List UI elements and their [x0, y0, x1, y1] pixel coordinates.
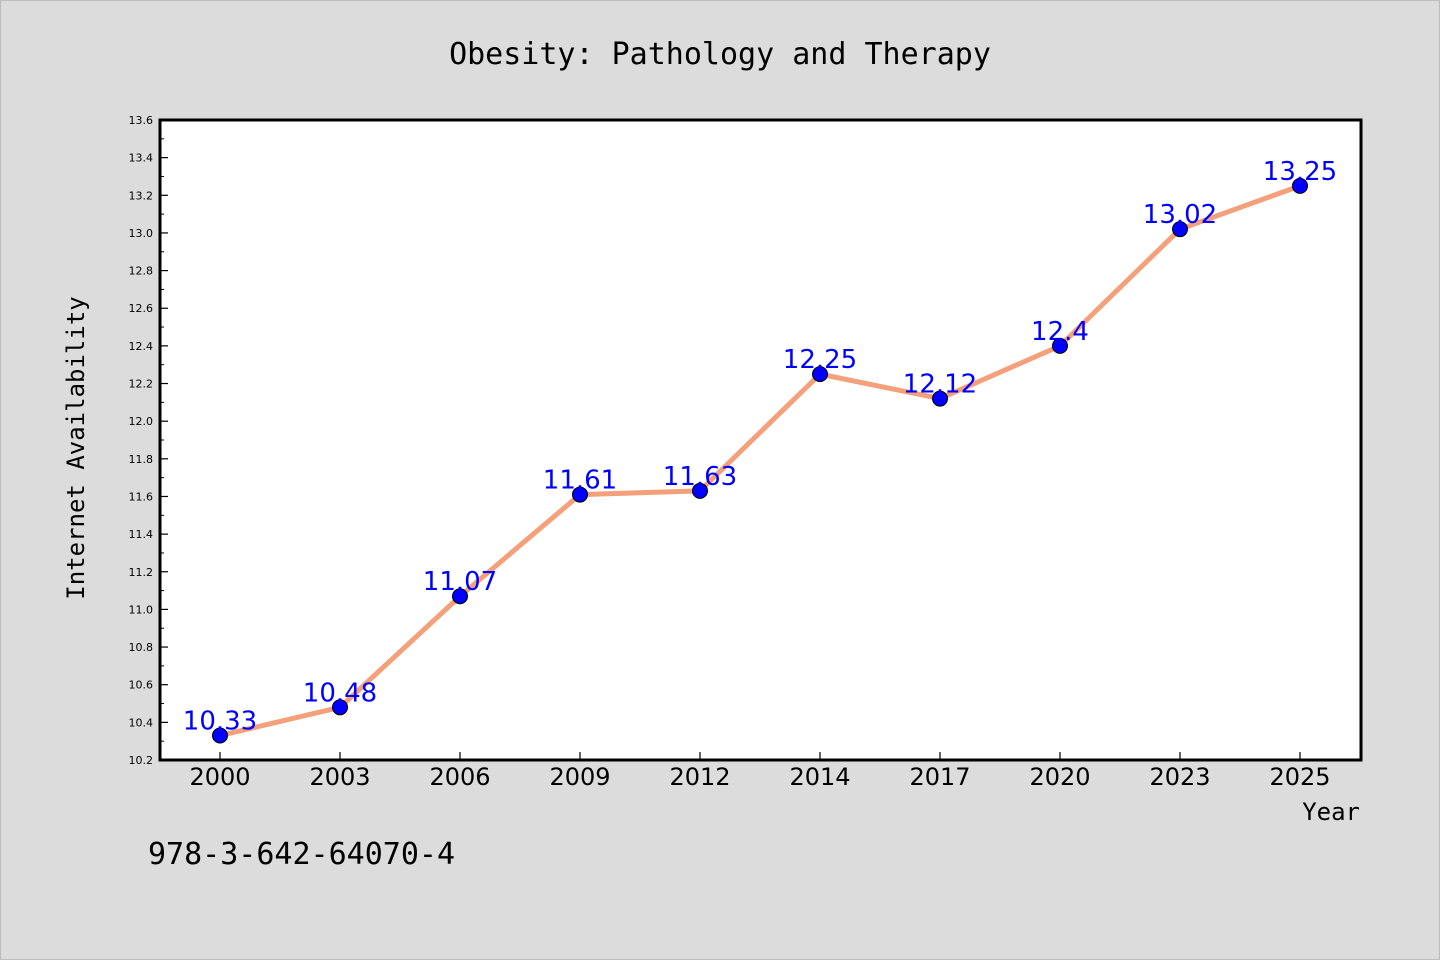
- data-point: [452, 588, 468, 605]
- y-tick-label: 12.4: [129, 340, 154, 353]
- y-tick-label: 13.0: [129, 227, 154, 240]
- y-tick-label: 12.6: [129, 302, 154, 315]
- y-tick-label: 10.2: [129, 754, 154, 767]
- x-tick-label: 2003: [309, 763, 370, 791]
- y-tick-label: 10.6: [129, 679, 154, 692]
- y-tick-label: 13.4: [129, 152, 154, 165]
- data-label: 12.4: [1031, 317, 1089, 347]
- data-point: [332, 699, 348, 716]
- x-tick-label: 2023: [1149, 763, 1210, 791]
- y-tick-label: 11.0: [129, 603, 154, 616]
- y-tick-label: 11.2: [129, 566, 154, 579]
- x-tick-label: 2006: [429, 763, 490, 791]
- data-label: 10.48: [303, 678, 377, 708]
- x-tick-label: 2014: [789, 763, 850, 791]
- y-tick-label: 11.6: [129, 490, 154, 503]
- series-line: [217, 183, 1303, 739]
- y-tick-label: 13.2: [129, 189, 154, 202]
- data-point: [812, 366, 828, 383]
- isbn-text: 978-3-642-64070-4: [148, 837, 455, 872]
- x-tick-label: 2000: [189, 763, 250, 791]
- x-tick-label: 2020: [1029, 763, 1090, 791]
- y-tick-label: 11.4: [129, 528, 154, 541]
- y-tick-label: 12.8: [129, 265, 154, 278]
- data-point: [1172, 221, 1188, 238]
- data-label: 10.33: [183, 707, 257, 737]
- data-point: [1292, 177, 1308, 194]
- y-tick-label: 10.8: [129, 641, 154, 654]
- data-point: [1052, 337, 1068, 354]
- x-axis-label: Year: [1302, 798, 1360, 826]
- y-axis-label: Internet Availability: [62, 296, 90, 599]
- plot-area: [160, 120, 1361, 760]
- data-label: 11.63: [663, 462, 737, 492]
- data-point: [932, 390, 948, 407]
- data-labels: 10.33 10.48 11.07 11.61 11.63 12.25 12.12 12.4 1…: [183, 157, 1337, 737]
- y-tick-label: 11.8: [129, 453, 154, 466]
- chart-title: Obesity: Pathology and Therapy: [449, 37, 991, 72]
- data-point: [692, 482, 708, 499]
- x-axis: 2000 2003 2006 2009 2012 2014 2017 2020 2023 2025: [189, 752, 1331, 791]
- data-label: 11.61: [543, 466, 617, 496]
- y-tick-label: 10.4: [129, 716, 154, 729]
- x-tick-label: 2025: [1269, 763, 1330, 791]
- plot-border: [158, 118, 1363, 762]
- data-label: 13.25: [1263, 157, 1337, 187]
- data-label: 12.12: [903, 370, 977, 400]
- data-point: [212, 727, 228, 744]
- data-series: [212, 177, 1308, 744]
- x-tick-label: 2012: [669, 763, 730, 791]
- x-tick-label: 2009: [549, 763, 610, 791]
- data-label: 13.02: [1143, 200, 1217, 230]
- x-tick-label: 2017: [909, 763, 970, 791]
- data-label: 12.25: [783, 345, 857, 375]
- data-label: 11.07: [423, 567, 497, 597]
- data-point: [572, 486, 588, 503]
- y-tick-label: 13.6: [129, 114, 154, 127]
- y-tick-label: 12.2: [129, 378, 154, 391]
- y-tick-label: 12.0: [129, 415, 154, 428]
